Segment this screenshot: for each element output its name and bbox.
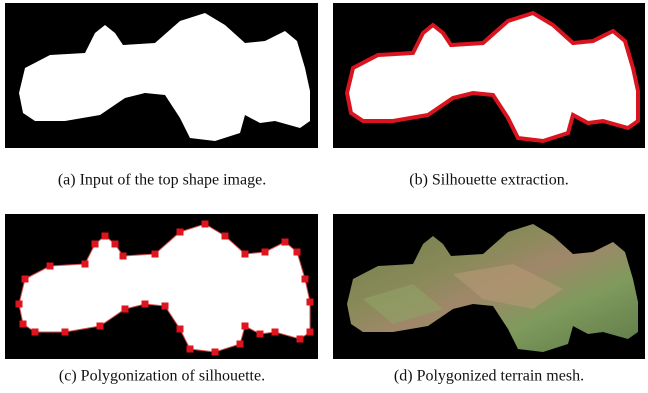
- caption: (b) Silhouette extraction.: [409, 172, 569, 189]
- vertex-marker: [97, 323, 104, 330]
- vertex-marker: [222, 233, 229, 240]
- vertex-marker: [122, 306, 129, 313]
- vertex-marker: [242, 251, 249, 258]
- vertex-marker: [272, 329, 279, 336]
- vertex-marker: [82, 261, 89, 268]
- vertex-marker: [47, 263, 54, 270]
- vertex-marker: [307, 299, 314, 306]
- vertex-marker: [282, 239, 289, 246]
- vertex-marker: [242, 323, 249, 330]
- vertex-marker: [142, 301, 149, 308]
- panel-c: [5, 214, 318, 359]
- vertex-marker: [112, 241, 119, 248]
- vertex-marker: [102, 233, 109, 240]
- panel-a: [5, 3, 318, 148]
- vertex-marker: [257, 331, 264, 338]
- caption: (c) Polygonization of silhouette.: [59, 368, 265, 385]
- vertex-marker: [92, 241, 99, 248]
- caption: (a) Input of the top shape image.: [58, 172, 266, 189]
- vertex-marker: [20, 321, 27, 328]
- vertex-marker: [307, 329, 314, 336]
- panel-d: [333, 214, 645, 359]
- vertex-marker: [202, 221, 209, 228]
- caption: (d) Polygonized terrain mesh.: [394, 368, 584, 385]
- vertex-marker: [152, 251, 159, 258]
- vertex-marker: [212, 349, 219, 356]
- vertex-marker: [177, 326, 184, 333]
- vertex-marker: [187, 346, 194, 353]
- vertex-marker: [262, 249, 269, 256]
- vertex-marker: [237, 341, 244, 348]
- vertex-marker: [162, 303, 169, 310]
- vertex-marker: [120, 253, 127, 260]
- figure-canvas: (a) Input of the top shape image. (b) Si…: [0, 0, 648, 393]
- vertex-marker: [297, 336, 304, 343]
- vertex-marker: [62, 329, 69, 336]
- vertex-marker: [302, 276, 309, 283]
- figure: (a) Input of the top shape image. (b) Si…: [0, 0, 648, 393]
- vertex-marker: [16, 301, 23, 308]
- panel-b: [333, 3, 645, 148]
- vertex-marker: [32, 329, 39, 336]
- vertex-marker: [177, 229, 184, 236]
- vertex-marker: [22, 276, 29, 283]
- vertex-marker: [294, 249, 301, 256]
